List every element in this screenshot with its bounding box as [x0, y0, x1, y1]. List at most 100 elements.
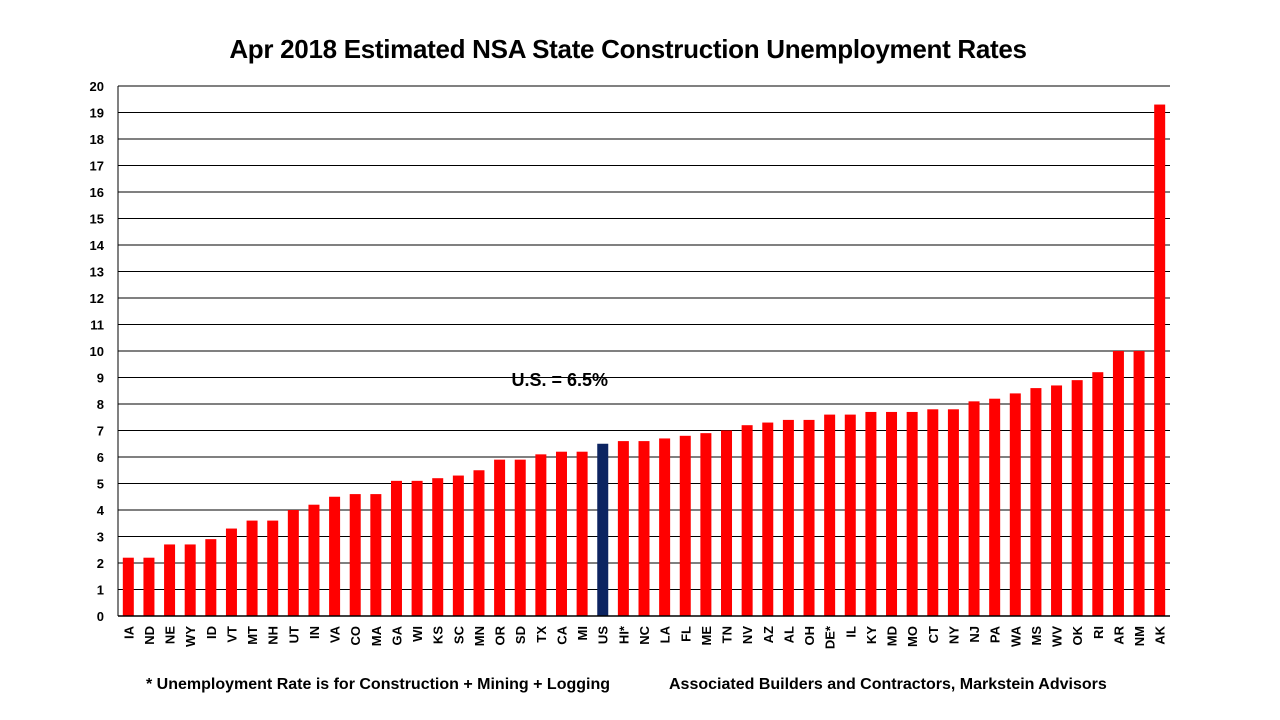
- footnote-right: Associated Builders and Contractors, Mar…: [669, 676, 1107, 693]
- x-tick-label: CA: [554, 625, 569, 644]
- bar-sc: [452, 475, 464, 616]
- bar-ri: [1092, 372, 1104, 616]
- x-tick-label: OH: [802, 626, 817, 646]
- bar-ks: [432, 478, 444, 616]
- x-tick-label: RI: [1091, 626, 1106, 639]
- bar-ak: [1154, 104, 1166, 617]
- x-tick-label: LA: [658, 625, 673, 643]
- us-annotation: U.S. = 6.5%: [511, 370, 608, 390]
- y-tick-label: 9: [97, 371, 104, 386]
- y-tick-label: 5: [97, 477, 104, 492]
- x-tick-label: OK: [1070, 625, 1085, 645]
- x-tick-label: DE*: [823, 625, 838, 649]
- bar-nv: [741, 425, 753, 616]
- x-tick-label: US: [596, 626, 611, 644]
- x-tick-label: GA: [389, 625, 404, 645]
- bar-mo: [906, 411, 918, 616]
- bar-nd: [143, 557, 155, 616]
- y-tick-label: 13: [90, 265, 104, 280]
- x-tick-label: IA: [121, 625, 136, 639]
- bar-al: [782, 419, 794, 616]
- bar-wy: [184, 544, 196, 616]
- bar-or: [494, 459, 506, 616]
- x-tick-label: ID: [204, 626, 219, 639]
- bar-va: [329, 496, 341, 616]
- bar-ut: [287, 510, 299, 616]
- bar-mt: [246, 520, 258, 616]
- x-tick-label: IL: [843, 626, 858, 638]
- bar-pa: [989, 398, 1001, 616]
- x-tick-label: ND: [142, 626, 157, 645]
- x-tick-label: MI: [575, 626, 590, 640]
- x-tick-label: NC: [637, 625, 652, 644]
- bar-sd: [514, 459, 526, 616]
- x-tick-label: NH: [266, 626, 281, 645]
- x-tick-label: CO: [348, 626, 363, 646]
- bar-ga: [390, 480, 402, 616]
- bar-id: [205, 539, 217, 616]
- bar-vt: [225, 528, 237, 616]
- bar-ma: [370, 494, 382, 616]
- x-tick-label: AK: [1153, 625, 1168, 644]
- bar-la: [659, 438, 671, 616]
- y-tick-label: 18: [90, 132, 104, 147]
- x-tick-label: MN: [472, 626, 487, 646]
- y-tick-label: 0: [97, 609, 104, 624]
- x-tick-label: NE: [163, 626, 178, 644]
- y-tick-label: 10: [90, 344, 104, 359]
- bar-ca: [555, 451, 567, 616]
- x-tick-label: AL: [781, 626, 796, 643]
- y-tick-label: 6: [97, 450, 104, 465]
- x-tick-label: WY: [183, 626, 198, 647]
- bar-ct: [927, 409, 939, 616]
- bar-ms: [1030, 388, 1042, 616]
- bar-wa: [1009, 393, 1021, 616]
- x-tick-label: KS: [431, 626, 446, 644]
- bar-tx: [535, 454, 547, 616]
- bar-md: [886, 411, 898, 616]
- y-tick-label: 1: [97, 583, 104, 598]
- x-tick-label: AR: [1111, 625, 1126, 644]
- bar-tn: [721, 430, 733, 616]
- bar-mi: [576, 451, 588, 616]
- x-tick-label: TX: [534, 626, 549, 643]
- x-tick-label: NV: [740, 626, 755, 644]
- bar-mn: [473, 470, 485, 616]
- footnote-left: * Unemployment Rate is for Construction …: [146, 676, 611, 693]
- y-tick-label: 3: [97, 530, 104, 545]
- bar-ar: [1112, 351, 1124, 616]
- x-tick-label: ME: [699, 626, 714, 646]
- x-tick-label: HI*: [616, 625, 631, 644]
- y-tick-label: 12: [90, 291, 104, 306]
- bar-ny: [947, 409, 959, 616]
- x-tick-label: IN: [307, 626, 322, 639]
- x-tick-label: MO: [905, 626, 920, 647]
- bar-oh: [803, 419, 815, 616]
- bar-ok: [1071, 380, 1083, 616]
- x-tick-label: OR: [493, 625, 508, 645]
- x-tick-label: UT: [286, 626, 301, 643]
- x-tick-label: SC: [451, 625, 466, 644]
- x-tick-label: PA: [988, 625, 1003, 643]
- x-tick-label: SD: [513, 626, 528, 644]
- bar-fl: [679, 435, 691, 616]
- bar-il: [844, 414, 856, 616]
- x-tick-label: TN: [720, 626, 735, 643]
- bar-nh: [267, 520, 279, 616]
- y-tick-label: 8: [97, 397, 104, 412]
- bar-me: [700, 433, 712, 616]
- bar-nm: [1133, 351, 1145, 616]
- x-tick-label: VT: [224, 626, 239, 643]
- bar-in: [308, 504, 320, 616]
- y-tick-label: 14: [90, 238, 105, 253]
- x-tick-label: NM: [1132, 626, 1147, 646]
- bar-ky: [865, 411, 877, 616]
- y-tick-label: 20: [90, 79, 104, 94]
- bar-us: [597, 443, 609, 616]
- x-tick-label: MA: [369, 625, 384, 646]
- bar-nc: [638, 441, 650, 616]
- bar-ne: [164, 544, 176, 616]
- x-tick-label: FL: [678, 626, 693, 642]
- x-tick-label: WA: [1008, 625, 1023, 647]
